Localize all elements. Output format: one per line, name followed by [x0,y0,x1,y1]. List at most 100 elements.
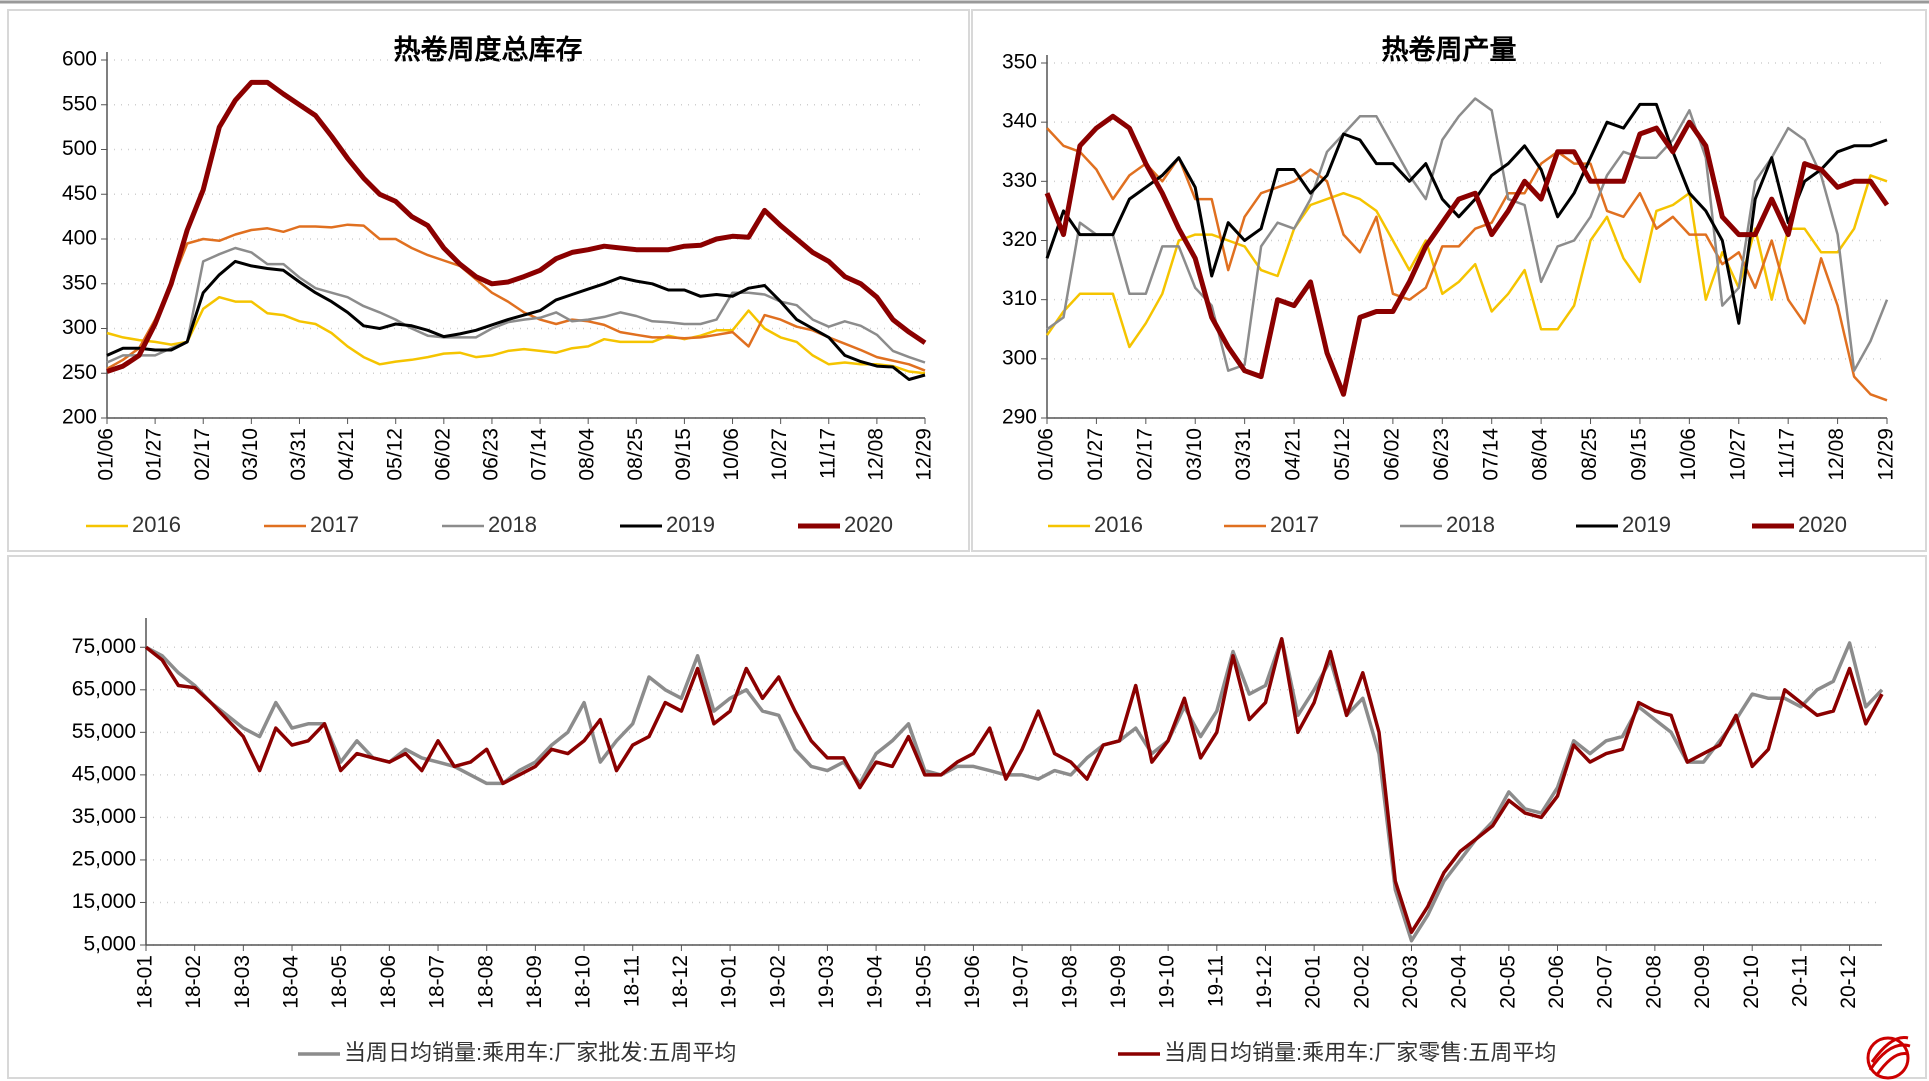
x-tick-label: 20-08 [1642,955,1665,1009]
y-tick-label: 320 [1002,228,1037,251]
series-line [144,637,1884,934]
x-tick-label: 12/08 [864,428,887,481]
series-line [106,223,926,372]
legend-label: 2016 [132,512,181,537]
x-tick-label: 01/27 [1084,428,1107,481]
x-tick-label: 19-05 [912,955,935,1009]
x-tick-label: 01/27 [143,428,166,481]
x-tick-label: 12/29 [1875,428,1898,481]
x-tick-label: 03/10 [239,428,262,481]
y-tick-label: 290 [1002,406,1037,429]
x-tick-label: 03/31 [1232,428,1255,481]
x-tick-label: 10/06 [720,428,743,481]
series-line [1045,102,1888,325]
x-tick-label: 19-08 [1058,955,1081,1009]
panel-border [7,555,1927,1079]
x-tick-label: 18-12 [669,955,692,1009]
y-tick-label: 600 [62,48,97,71]
x-tick-label: 20-01 [1302,955,1325,1009]
x-tick-label: 05/12 [383,428,406,481]
y-tick-label: 15,000 [72,890,136,913]
x-tick-label: 18-07 [426,955,449,1009]
x-tick-label: 02/17 [191,428,214,481]
y-tick-label: 45,000 [72,762,136,785]
series-line [1044,113,1890,397]
x-tick-label: 18-04 [280,955,303,1009]
series-line [106,259,926,381]
series-line [106,295,926,375]
x-tick-label: 20-04 [1448,955,1471,1009]
x-tick-label: 03/10 [1183,428,1206,481]
x-tick-label: 19-11 [1204,955,1227,1007]
y-tick-label: 250 [62,361,97,384]
series-line [106,79,927,374]
y-tick-label: 300 [62,316,97,339]
x-tick-label: 20-02 [1350,955,1373,1009]
y-tick-label: 400 [62,227,97,250]
x-tick-label: 19-12 [1253,955,1276,1009]
legend-label: 2018 [1446,512,1495,537]
x-tick-label: 09/15 [672,428,695,481]
panel-border [7,9,970,552]
y-tick-label: 550 [62,92,97,115]
x-tick-label: 10/27 [1726,428,1749,481]
y-tick-label: 5,000 [83,933,136,956]
x-tick-label: 08/04 [1529,428,1552,481]
x-tick-label: 18-08 [474,955,497,1009]
legend-label: 2019 [666,512,715,537]
x-tick-label: 20-10 [1740,955,1763,1009]
x-tick-label: 03/31 [287,428,310,481]
x-tick-label: 18-09 [523,955,546,1009]
legend-label: 2018 [488,512,537,537]
y-tick-label: 200 [62,406,97,429]
y-tick-label: 300 [1002,346,1037,369]
legend-label: 当周日均销量:乘用车:厂家零售:五周平均 [1164,1040,1556,1065]
x-tick-label: 20-12 [1837,955,1860,1009]
x-tick-label: 18-03 [231,955,254,1009]
x-tick-label: 01/06 [95,428,118,481]
y-tick-label: 450 [62,182,97,205]
logo [1866,1036,1911,1080]
legend-label: 2020 [1798,512,1847,537]
x-tick-label: 19-09 [1107,955,1130,1009]
x-tick-label: 07/14 [528,428,551,481]
chart-title: 热卷周度总库存 [394,34,583,65]
legend-label: 2020 [844,512,893,537]
x-tick-label: 06/02 [1380,428,1403,481]
x-tick-label: 19-04 [864,955,887,1009]
x-tick-label: 01/06 [1035,428,1058,481]
x-tick-label: 06/02 [431,428,454,481]
y-tick-label: 350 [1002,51,1037,74]
x-tick-label: 20-06 [1545,955,1568,1009]
y-tick-label: 340 [1002,110,1037,133]
x-tick-label: 08/25 [1578,428,1601,481]
y-tick-label: 75,000 [72,635,136,658]
x-tick-label: 18-06 [377,955,400,1009]
legend-label: 2016 [1094,512,1143,537]
y-tick-label: 310 [1002,287,1037,310]
x-tick-label: 06/23 [479,428,502,481]
x-tick-label: 20-11 [1788,955,1811,1007]
x-tick-label: 20-03 [1399,955,1422,1009]
legend-label: 当周日均销量:乘用车:厂家批发:五周平均 [344,1040,736,1065]
x-tick-label: 08/25 [624,428,647,481]
x-tick-label: 12/29 [913,428,936,481]
x-tick-label: 18-11 [620,955,643,1007]
x-tick-label: 18-01 [134,955,157,1009]
x-tick-label: 19-02 [766,955,789,1009]
x-tick-label: 04/21 [1282,428,1305,481]
legend-label: 2019 [1622,512,1671,537]
x-tick-label: 20-07 [1594,955,1617,1009]
y-tick-label: 350 [62,271,97,294]
x-tick-label: 08/04 [576,428,599,481]
x-tick-label: 18-02 [182,955,205,1009]
y-tick-label: 55,000 [72,720,136,743]
x-tick-label: 19-07 [1010,955,1033,1009]
x-tick-label: 07/14 [1479,428,1502,481]
legend-label: 2017 [1270,512,1319,537]
x-tick-label: 06/23 [1430,428,1453,481]
x-tick-label: 02/17 [1133,428,1156,481]
x-tick-label: 20-05 [1496,955,1519,1009]
